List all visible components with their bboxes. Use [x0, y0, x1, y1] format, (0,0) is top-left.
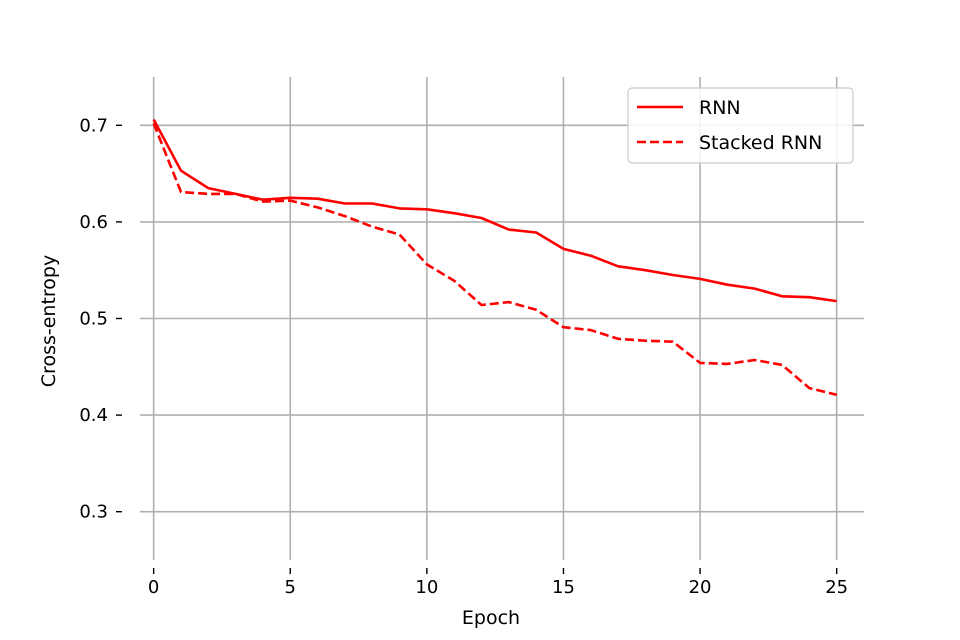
legend-label: Stacked RNN — [699, 132, 822, 154]
series-lines — [152, 118, 838, 397]
axis-ticks — [116, 124, 838, 574]
y-tick-label: 0.4 — [79, 405, 108, 426]
legend-box — [627, 87, 854, 164]
x-tick-label: 15 — [552, 577, 575, 598]
x-tick-label: 25 — [825, 577, 848, 598]
series-line-rnn — [152, 118, 837, 303]
x-tick-label: 0 — [148, 577, 159, 598]
y-tick-label: 0.6 — [79, 212, 108, 233]
tick-labels: 0 5 10 15 20 25 0.3 0.4 0.5 0.6 0.7 — [79, 115, 848, 598]
x-axis-title: Epoch — [462, 607, 520, 629]
y-axis-title: Cross-entropy — [38, 255, 60, 387]
x-tick-label: 5 — [285, 577, 296, 598]
x-tick-label: 10 — [415, 577, 438, 598]
legend: RNN Stacked RNN — [627, 87, 854, 164]
series-line-stacked-rnn — [152, 122, 838, 397]
y-tick-label: 0.3 — [79, 502, 108, 523]
y-tick-label: 0.5 — [79, 309, 108, 330]
y-tick-label: 0.7 — [79, 115, 108, 136]
x-tick-label: 20 — [689, 577, 712, 598]
legend-label: RNN — [699, 97, 741, 119]
